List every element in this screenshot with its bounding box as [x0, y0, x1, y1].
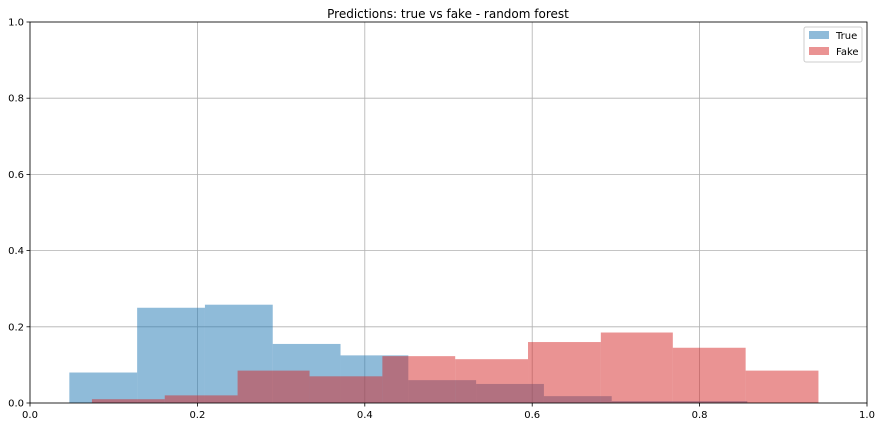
bar-true-0	[69, 372, 138, 403]
y-tick-label: 0.0	[8, 399, 24, 410]
y-tick-label: 0.6	[8, 170, 24, 181]
bars-layer	[69, 304, 819, 403]
bar-fake-3	[309, 376, 383, 403]
legend-label-true: True	[835, 31, 857, 42]
bar-fake-7	[600, 332, 673, 403]
legend-label-fake: Fake	[836, 47, 859, 58]
y-axis: 0.0 0.2 0.4 0.6 0.8 1.0	[8, 18, 30, 410]
legend-swatch-true	[809, 31, 829, 39]
plot-area: 0.0 0.2 0.4 0.6 0.8 1.0 0.0 0.2 0.4 0.6 0.8 1.0	[8, 18, 875, 422]
x-tick-label: 0.4	[357, 410, 373, 421]
axes-border	[29, 21, 868, 404]
y-tick-label: 0.8	[8, 94, 24, 105]
bar-fake-0	[91, 399, 165, 403]
bar-fake-9	[745, 370, 819, 403]
y-tick-label: 1.0	[8, 18, 24, 29]
x-tick-label: 0.0	[22, 410, 38, 421]
bar-fake-6	[528, 342, 601, 403]
x-tick-label: 1.0	[859, 410, 875, 421]
axes-frame	[29, 21, 868, 404]
x-tick-label: 0.8	[692, 410, 708, 421]
bar-fake-1	[164, 395, 238, 403]
bar-fake-4	[382, 356, 456, 403]
bar-fake-5	[455, 359, 529, 403]
x-axis: 0.0 0.2 0.4 0.6 0.8 1.0	[22, 403, 875, 421]
bar-fake-2	[237, 370, 310, 403]
legend-swatch-fake	[809, 47, 829, 55]
bar-fake-8	[672, 347, 746, 403]
legend: True Fake	[803, 26, 863, 63]
x-tick-label: 0.6	[524, 410, 540, 421]
bar-true-1	[137, 307, 205, 403]
y-tick-label: 0.2	[8, 322, 24, 333]
x-tick-label: 0.2	[189, 410, 205, 421]
y-tick-label: 0.4	[8, 246, 24, 257]
chart-title: Predictions: true vs fake - random fores…	[327, 7, 569, 21]
